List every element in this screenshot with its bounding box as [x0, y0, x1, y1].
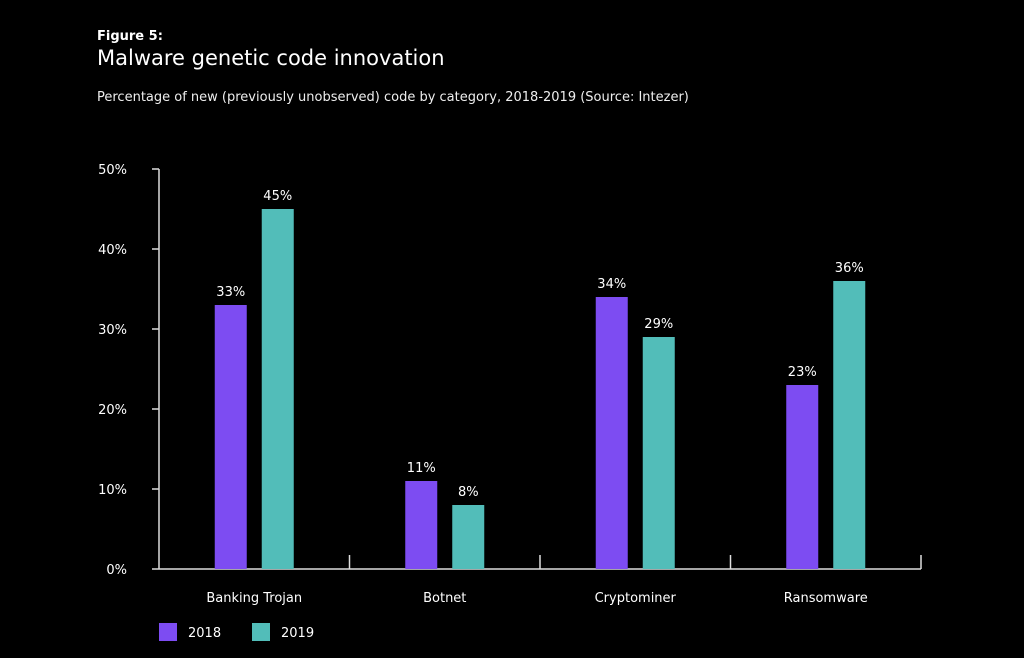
- data-label: 34%: [597, 277, 626, 292]
- bar-2018: [595, 297, 628, 569]
- category-label: Banking Trojan: [206, 591, 302, 606]
- category-label: Botnet: [423, 591, 466, 606]
- legend-swatch-2018: [159, 623, 177, 641]
- legend-swatch-2019: [252, 623, 270, 641]
- chart-subtitle: Percentage of new (previously unobserved…: [97, 90, 689, 105]
- y-tick-label: 20%: [98, 403, 127, 418]
- y-tick-label: 50%: [98, 163, 127, 178]
- chart-title: Malware genetic code innovation: [97, 46, 445, 70]
- bar-2019: [833, 281, 866, 569]
- bar-2019: [261, 209, 294, 569]
- y-tick-label: 0%: [106, 563, 127, 578]
- bar-2019: [642, 337, 675, 569]
- figure-label: Figure 5:: [97, 29, 163, 44]
- y-tick-label: 10%: [98, 483, 127, 498]
- legend-label: 2018: [188, 626, 221, 641]
- bar-2019: [452, 505, 485, 569]
- data-label: 45%: [263, 189, 292, 204]
- data-label: 23%: [788, 365, 817, 380]
- category-label: Ransomware: [784, 591, 868, 606]
- data-label: 8%: [458, 485, 479, 500]
- bar-2018: [786, 385, 819, 569]
- y-tick-label: 30%: [98, 323, 127, 338]
- data-label: 36%: [835, 261, 864, 276]
- bar-2018: [214, 305, 247, 569]
- data-label: 29%: [644, 317, 673, 332]
- data-label: 33%: [216, 285, 245, 300]
- y-tick-label: 40%: [98, 243, 127, 258]
- category-label: Cryptominer: [595, 591, 677, 606]
- data-label: 11%: [407, 461, 436, 476]
- bar-2018: [405, 481, 438, 569]
- legend-label: 2019: [281, 626, 314, 641]
